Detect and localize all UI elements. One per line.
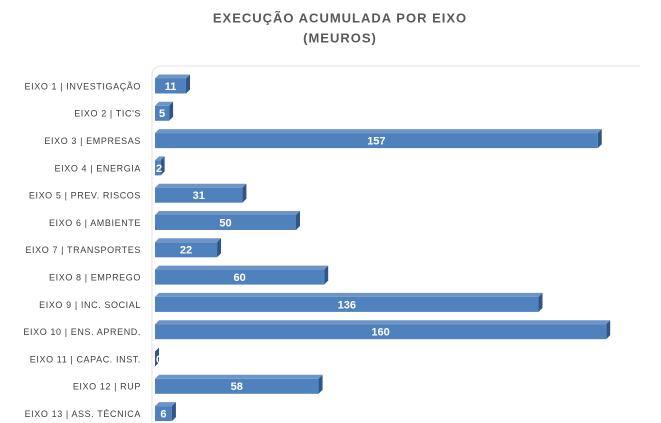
value-label: 22 xyxy=(180,245,192,257)
bar-top xyxy=(155,292,543,297)
bar-top xyxy=(155,402,176,407)
category-label: EIXO 7 | TRANSPORTES xyxy=(25,245,141,255)
value-label: 58 xyxy=(231,381,243,393)
value-label: 160 xyxy=(371,327,389,339)
bar-top xyxy=(155,238,222,243)
bar xyxy=(155,374,323,394)
bar-side xyxy=(160,156,165,176)
bar-side xyxy=(169,101,174,121)
bar-front xyxy=(155,269,325,285)
bar xyxy=(155,265,329,285)
value-label: 11 xyxy=(165,81,177,93)
bar-side xyxy=(606,320,611,340)
bar-top xyxy=(155,129,602,134)
bar xyxy=(155,211,300,230)
chart-title: EXECUÇÃO ACUMULADA POR EIXO xyxy=(213,10,467,25)
value-label: 50 xyxy=(219,217,231,229)
bar-top xyxy=(155,183,247,188)
bar xyxy=(155,74,191,94)
value-label: 31 xyxy=(193,190,205,202)
bar-top xyxy=(155,374,323,379)
category-label: EIXO 6 | AMBIENTE xyxy=(49,218,141,228)
bar xyxy=(155,183,247,203)
bar-front xyxy=(155,105,170,121)
bar-front xyxy=(155,160,161,176)
value-label: 2 xyxy=(156,163,162,175)
bar-side xyxy=(597,129,602,149)
bar-side xyxy=(171,402,176,422)
bar-front xyxy=(155,378,319,394)
bar-side xyxy=(186,74,191,94)
bar-side xyxy=(242,183,247,203)
category-label: EIXO 3 | EMPRESAS xyxy=(44,136,141,146)
category-label: EIXO 1 | INVESTIGAÇÃO xyxy=(25,81,141,91)
bar-front xyxy=(155,187,243,203)
bar-side xyxy=(217,238,222,258)
chart-subtitle: (MEUROS) xyxy=(303,30,377,45)
bar-front xyxy=(155,133,598,149)
value-label: 157 xyxy=(367,136,385,148)
bar-front xyxy=(155,242,218,258)
category-label: EIXO 12 | RUP xyxy=(73,382,141,392)
bar-front xyxy=(155,296,539,312)
bar xyxy=(155,101,174,121)
bar-top xyxy=(155,265,329,270)
bar-side xyxy=(538,292,543,312)
value-label: 6 xyxy=(160,409,166,421)
bar-side xyxy=(296,211,300,230)
bar-top xyxy=(155,101,174,106)
category-label: EIXO 10 | ENS. APREND. xyxy=(23,327,141,337)
bar-side xyxy=(155,347,159,367)
category-label: EIXO 13 | ASS. TÉCNICA xyxy=(25,409,141,419)
bar-front xyxy=(155,324,607,340)
bar-front xyxy=(155,215,296,230)
bar-side xyxy=(324,265,329,285)
value-label: 136 xyxy=(338,299,356,311)
value-label: 5 xyxy=(159,108,165,120)
category-label: EIXO 9 | INC. SOCIAL xyxy=(39,300,141,310)
category-label: EIXO 8 | EMPREGO xyxy=(49,272,141,282)
bar-front xyxy=(155,406,172,422)
bar xyxy=(155,156,165,176)
value-label: 60 xyxy=(233,272,245,284)
category-label: EIXO 2 | TIC'S xyxy=(74,109,141,119)
category-label: EIXO 4 | ENERGIA xyxy=(55,163,141,173)
bar xyxy=(155,320,611,340)
bar xyxy=(155,238,222,258)
bar xyxy=(155,129,602,149)
bar-top xyxy=(155,156,165,161)
category-label: EIXO 11 | CAPAC. INST. xyxy=(30,354,141,364)
bar-top xyxy=(155,320,611,325)
value-label: 0 xyxy=(156,354,162,366)
bar-top xyxy=(155,74,191,79)
bar-front xyxy=(155,78,187,94)
bar xyxy=(155,347,159,367)
category-label: EIXO 5 | PREV. RISCOS xyxy=(29,191,141,201)
plot-wall xyxy=(151,65,640,423)
bar-top xyxy=(155,211,300,215)
bar xyxy=(155,402,176,422)
bar xyxy=(155,292,543,312)
bar-side xyxy=(318,374,323,394)
